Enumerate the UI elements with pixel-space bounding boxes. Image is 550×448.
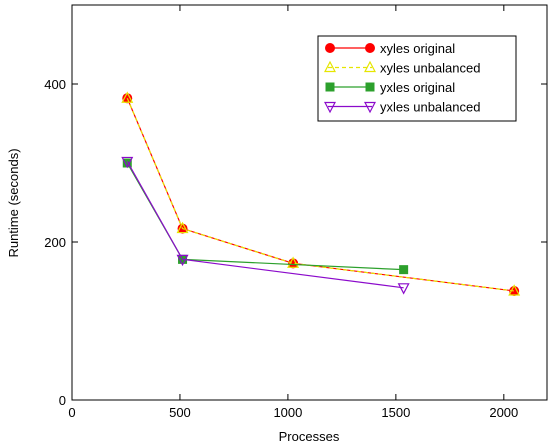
x-tick-label: 500 xyxy=(169,405,191,420)
data-point xyxy=(176,254,189,267)
legend-marker xyxy=(324,101,336,114)
legend-marker xyxy=(365,82,375,92)
legend-marker xyxy=(364,60,376,73)
data-point xyxy=(121,91,134,103)
legend-marker xyxy=(325,43,335,53)
data-point xyxy=(287,256,300,268)
data-point xyxy=(397,283,410,295)
legend-marker xyxy=(364,101,376,114)
y-axis-title: Runtime (seconds) xyxy=(6,148,21,257)
x-tick-label: 2000 xyxy=(489,405,518,420)
legend-label: yxles unbalanced xyxy=(380,100,480,115)
y-tick-label: 400 xyxy=(44,77,66,92)
series-yxles-original xyxy=(122,158,409,275)
series-line xyxy=(126,161,404,289)
x-tick-label: 1500 xyxy=(381,405,410,420)
legend-item: xyles unbalanced xyxy=(324,60,480,76)
series-line xyxy=(126,162,404,271)
data-point xyxy=(121,156,134,169)
legend-item: yxles original xyxy=(325,80,455,95)
legend-marker xyxy=(324,60,336,73)
x-tick-label: 1000 xyxy=(273,405,302,420)
x-tick-label: 0 xyxy=(68,405,75,420)
x-axis: 0 500 1000 1500 2000 xyxy=(68,5,518,420)
legend-label: xyles unbalanced xyxy=(380,61,480,76)
y-axis: 0 200 400 xyxy=(44,77,547,408)
legend-marker xyxy=(325,82,335,92)
y-tick-label: 200 xyxy=(44,235,66,250)
legend-label: xyles original xyxy=(380,41,455,56)
data-point xyxy=(508,284,521,296)
legend-marker xyxy=(365,43,375,53)
x-axis-title: Processes xyxy=(279,429,340,444)
data-point xyxy=(399,265,409,275)
legend-item: yxles unbalanced xyxy=(324,100,480,115)
legend-label: yxles original xyxy=(380,80,455,95)
series-yxles-unbalanced xyxy=(121,156,410,295)
plot-frame xyxy=(71,4,548,401)
legend: xyles original xyles unbalanced yxles orig… xyxy=(317,35,517,122)
series-xyles-unbalanced xyxy=(121,91,521,296)
y-tick-label: 0 xyxy=(59,393,66,408)
series-layer xyxy=(121,91,521,296)
legend-item: xyles original xyxy=(325,41,455,56)
data-point xyxy=(176,221,189,234)
series-line xyxy=(126,97,515,292)
